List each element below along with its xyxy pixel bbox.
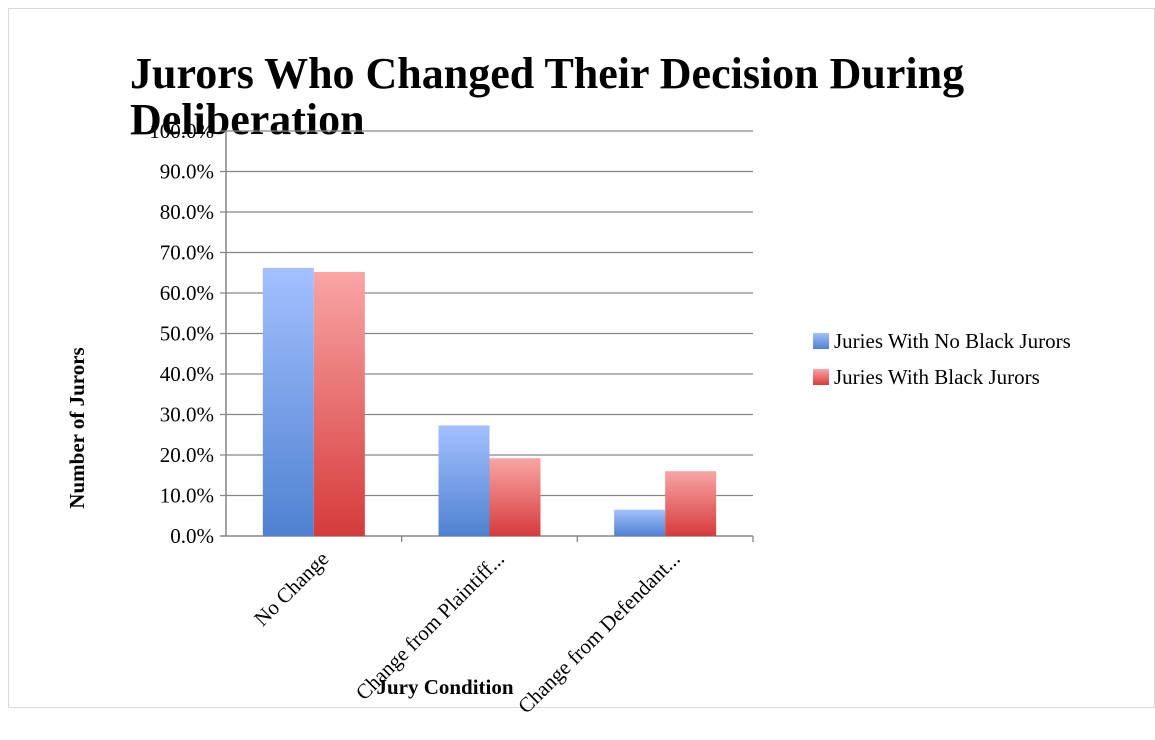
y-tick-label: 20.0% bbox=[160, 443, 214, 467]
bar-black-jurors bbox=[665, 471, 717, 536]
bar-no-black-jurors bbox=[614, 509, 666, 536]
y-tick-label: 10.0% bbox=[160, 484, 214, 508]
y-tick-label: 100.0% bbox=[149, 119, 214, 143]
x-tick-label: Change from Defendant... bbox=[513, 547, 685, 719]
y-tick-label: 0.0% bbox=[170, 524, 214, 548]
y-tick-label: 60.0% bbox=[160, 281, 214, 305]
chart-frame bbox=[8, 8, 1155, 708]
y-tick-label: 70.0% bbox=[160, 241, 214, 265]
legend-swatch bbox=[813, 333, 829, 349]
bars bbox=[262, 267, 717, 536]
chart-title-line-2: Deliberation bbox=[130, 95, 365, 144]
y-tick-label: 80.0% bbox=[160, 200, 214, 224]
legend-swatch bbox=[813, 369, 829, 385]
bar-black-jurors bbox=[313, 271, 365, 536]
bar-black-jurors bbox=[489, 458, 541, 536]
y-axis-ticks: 0.0% 10.0% 20.0% 30.0% 40.0% 50.0% 60.0% 70.0% 8… bbox=[149, 119, 214, 548]
chart-title-line-1: Jurors Who Changed Their Decision During bbox=[130, 49, 964, 98]
bar-no-black-jurors bbox=[262, 267, 314, 536]
y-tick-label: 50.0% bbox=[160, 322, 214, 346]
y-axis-title: Number of Jurors bbox=[65, 347, 89, 508]
bar-no-black-jurors bbox=[438, 425, 490, 536]
y-tick-label: 90.0% bbox=[160, 160, 214, 184]
y-tick-label: 40.0% bbox=[160, 362, 214, 386]
y-tick-label: 30.0% bbox=[160, 403, 214, 427]
x-tick-label: No Change bbox=[249, 547, 333, 631]
x-axis-title: Jury Condition bbox=[376, 675, 513, 699]
legend: Juries With No Black Jurors Juries With B… bbox=[813, 329, 1071, 389]
legend-label: Juries With No Black Jurors bbox=[834, 329, 1071, 353]
legend-label: Juries With Black Jurors bbox=[834, 365, 1040, 389]
